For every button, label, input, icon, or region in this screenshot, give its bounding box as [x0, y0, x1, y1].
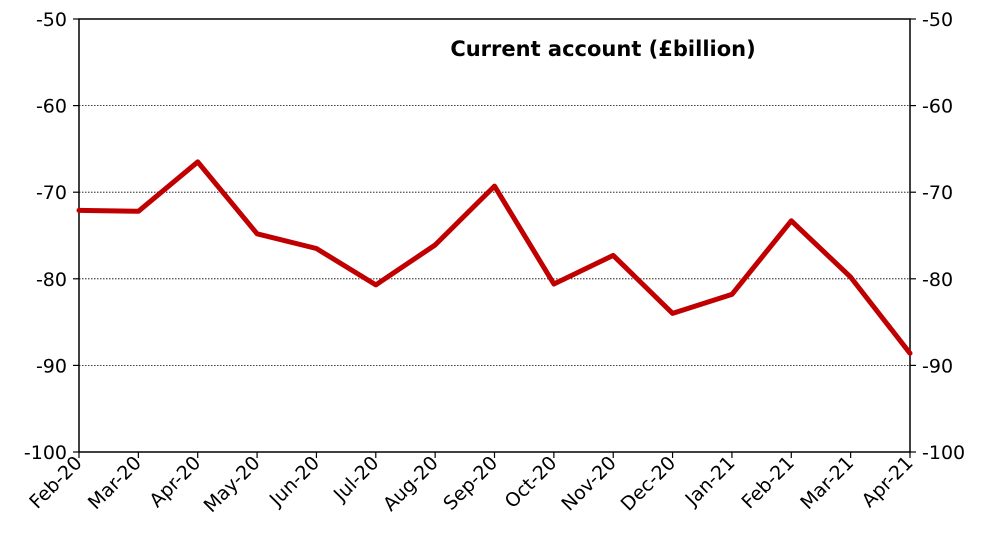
- left-tick-label-3: -80: [36, 269, 67, 291]
- x-tick-label-7: Sep-20: [439, 452, 502, 515]
- x-tick-label-2: Apr-20: [145, 452, 205, 512]
- x-tick-label-9: Nov-20: [557, 452, 620, 515]
- right-tick-label-4: -90: [922, 355, 953, 377]
- x-tick-label-1: Mar-20: [84, 452, 146, 514]
- x-tick-label-12: Feb-21: [738, 452, 799, 513]
- right-tick-label-5: -100: [922, 442, 965, 464]
- chart-title: Current account (£billion): [450, 37, 755, 61]
- right-tick-label-3: -80: [922, 269, 953, 291]
- right-axis: -50 -60 -70 -80 -90 -100: [910, 9, 965, 464]
- x-tick-label-4: Jun-20: [265, 452, 324, 511]
- series-group: [76, 159, 913, 356]
- x-tick-label-13: Mar-21: [796, 452, 858, 514]
- left-tick-label-0: -50: [36, 9, 67, 31]
- series-line-0: [76, 159, 913, 356]
- x-tick-label-8: Oct-20: [501, 452, 562, 513]
- x-tick-label-3: May-20: [200, 452, 265, 517]
- left-tick-label-1: -60: [36, 96, 67, 118]
- x-tick-label-6: Aug-20: [379, 452, 443, 516]
- x-tick-label-10: Dec-20: [617, 452, 681, 516]
- left-tick-label-4: -90: [36, 355, 67, 377]
- x-tick-label-5: Jul-20: [329, 452, 383, 506]
- right-tick-label-1: -60: [922, 96, 953, 118]
- gridlines: [79, 105, 910, 366]
- left-tick-label-5: -100: [24, 442, 67, 464]
- left-tick-label-2: -70: [36, 182, 67, 204]
- x-tick-label-14: Apr-21: [858, 452, 918, 512]
- x-tick-label-11: Jan-21: [681, 452, 740, 511]
- right-tick-label-2: -70: [922, 182, 953, 204]
- right-tick-label-0: -50: [922, 9, 953, 31]
- left-axis: -50 -60 -70 -80 -90 -100: [24, 9, 79, 464]
- plot-area-frame: [78, 18, 911, 453]
